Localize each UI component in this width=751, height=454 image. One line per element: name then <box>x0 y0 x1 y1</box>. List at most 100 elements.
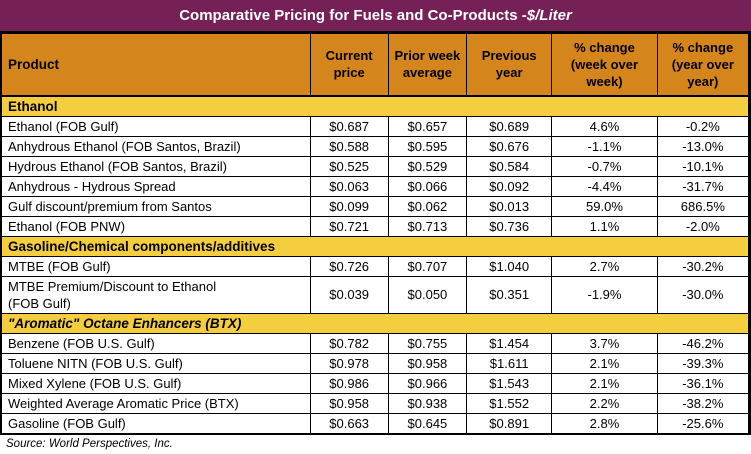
cell-prior-week-average: $0.066 <box>387 175 468 197</box>
cell-product: Benzene (FOB U.S. Gulf) <box>0 332 311 354</box>
cell-current-price: $0.986 <box>309 372 389 394</box>
cell-pct-change-wow: 2.2% <box>551 392 658 414</box>
cell-product: Anhydrous Ethanol (FOB Santos, Brazil) <box>0 135 311 157</box>
cell-prior-week-average: $0.657 <box>387 115 468 137</box>
column-header-pct-change-yoy: % change (year over year) <box>656 33 751 97</box>
cell-pct-change-yoy: -2.0% <box>656 215 751 237</box>
cell-previous-year: $1.611 <box>466 352 553 374</box>
column-header-row: Product Current price Prior week average… <box>0 33 751 97</box>
section-label: Gasoline/Chemical components/additives <box>0 235 750 257</box>
cell-current-price: $0.099 <box>309 195 389 217</box>
cell-pct-change-wow: 4.6% <box>551 115 658 137</box>
cell-current-price: $0.958 <box>309 392 389 414</box>
table-row: Weighted Average Aromatic Price (BTX) $0.… <box>0 392 751 414</box>
cell-previous-year: $0.689 <box>466 115 553 137</box>
cell-prior-week-average: $0.958 <box>387 352 468 374</box>
table-title-text: Comparative Pricing for Fuels and Co-Pro… <box>179 7 527 24</box>
section-label: Ethanol <box>0 95 750 117</box>
column-header-current-price: Current price <box>309 33 389 97</box>
source-note: Source: World Perspectives, Inc. <box>6 437 173 450</box>
cell-pct-change-yoy: -30.0% <box>656 275 751 314</box>
cell-pct-change-yoy: -13.0% <box>656 135 751 157</box>
column-header-prior-week-average: Prior week average <box>387 33 468 97</box>
cell-pct-change-yoy: -25.6% <box>656 412 751 434</box>
cell-product: MTBE (FOB Gulf) <box>0 255 311 277</box>
cell-product: MTBE Premium/Discount to Ethanol (FOB Gul… <box>0 275 311 314</box>
cell-pct-change-yoy: 686.5% <box>656 195 751 217</box>
cell-current-price: $0.687 <box>309 115 389 137</box>
cell-pct-change-wow: -1.9% <box>551 275 658 314</box>
cell-previous-year: $0.736 <box>466 215 553 237</box>
pricing-table: Product Current price Prior week average… <box>0 33 751 435</box>
cell-pct-change-wow: -4.4% <box>551 175 658 197</box>
cell-pct-change-yoy: -39.3% <box>656 352 751 374</box>
cell-pct-change-wow: 59.0% <box>551 195 658 217</box>
cell-product: Ethanol (FOB PNW) <box>0 215 311 237</box>
cell-pct-change-wow: 2.8% <box>551 412 658 434</box>
table-row: MTBE Premium/Discount to Ethanol (FOB Gul… <box>0 275 751 314</box>
table-row: MTBE (FOB Gulf) $0.726 $0.707 $1.040 2.7% -30… <box>0 255 751 277</box>
cell-previous-year: $0.584 <box>466 155 553 177</box>
cell-previous-year: $0.013 <box>466 195 553 217</box>
cell-prior-week-average: $0.595 <box>387 135 468 157</box>
cell-prior-week-average: $0.966 <box>387 372 468 394</box>
cell-product: Weighted Average Aromatic Price (BTX) <box>0 392 311 414</box>
cell-previous-year: $0.676 <box>466 135 553 157</box>
table-row: Gasoline (FOB Gulf) $0.663 $0.645 $0.891 2.8… <box>0 412 751 434</box>
cell-product: Gasoline (FOB Gulf) <box>0 412 311 434</box>
cell-current-price: $0.063 <box>309 175 389 197</box>
section-header-row: Ethanol <box>0 95 750 117</box>
cell-pct-change-wow: 1.1% <box>551 215 658 237</box>
section-label: "Aromatic" Octane Enhancers (BTX) <box>0 312 750 334</box>
section-header-row: "Aromatic" Octane Enhancers (BTX) <box>0 312 750 334</box>
cell-previous-year: $0.891 <box>466 412 553 434</box>
column-header-previous-year: Previous year <box>466 33 553 97</box>
cell-pct-change-yoy: -36.1% <box>656 372 751 394</box>
table-title-unit: $/Liter <box>526 7 572 24</box>
cell-pct-change-yoy: -38.2% <box>656 392 751 414</box>
table-row: Anhydrous Ethanol (FOB Santos, Brazil) $0… <box>0 135 751 157</box>
cell-pct-change-wow: -1.1% <box>551 135 658 157</box>
cell-product: Mixed Xylene (FOB U.S. Gulf) <box>0 372 311 394</box>
cell-pct-change-yoy: -31.7% <box>656 175 751 197</box>
cell-pct-change-wow: 3.7% <box>551 332 658 354</box>
table-row: Benzene (FOB U.S. Gulf) $0.782 $0.755 $1.45… <box>0 332 751 354</box>
cell-pct-change-wow: 2.7% <box>551 255 658 277</box>
cell-previous-year: $1.454 <box>466 332 553 354</box>
cell-pct-change-yoy: -46.2% <box>656 332 751 354</box>
cell-current-price: $0.588 <box>309 135 389 157</box>
section-header-row: Gasoline/Chemical components/additives <box>0 235 750 257</box>
cell-prior-week-average: $0.529 <box>387 155 468 177</box>
cell-current-price: $0.726 <box>309 255 389 277</box>
cell-pct-change-wow: -0.7% <box>551 155 658 177</box>
table-body: Ethanol Ethanol (FOB Gulf) $0.687 $0.657 $0.… <box>0 95 751 434</box>
cell-prior-week-average: $0.050 <box>387 275 468 314</box>
cell-previous-year: $1.040 <box>466 255 553 277</box>
cell-current-price: $0.525 <box>309 155 389 177</box>
cell-product: Toluene NITN (FOB U.S. Gulf) <box>0 352 311 374</box>
cell-prior-week-average: $0.645 <box>387 412 468 434</box>
table-row: Toluene NITN (FOB U.S. Gulf) $0.978 $0.958… <box>0 352 751 374</box>
cell-current-price: $0.721 <box>309 215 389 237</box>
cell-prior-week-average: $0.755 <box>387 332 468 354</box>
column-header-pct-change-wow: % change (week over week) <box>551 33 658 97</box>
cell-product: Hydrous Ethanol (FOB Santos, Brazil) <box>0 155 311 177</box>
table-row: Anhydrous - Hydrous Spread $0.063 $0.066 $0… <box>0 175 751 197</box>
table-row: Ethanol (FOB PNW) $0.721 $0.713 $0.736 1.1% -… <box>0 215 751 237</box>
cell-pct-change-wow: 2.1% <box>551 352 658 374</box>
cell-prior-week-average: $0.707 <box>387 255 468 277</box>
cell-product: Anhydrous - Hydrous Spread <box>0 175 311 197</box>
cell-prior-week-average: $0.713 <box>387 215 468 237</box>
cell-product: Ethanol (FOB Gulf) <box>0 115 311 137</box>
cell-current-price: $0.663 <box>309 412 389 434</box>
table-row: Hydrous Ethanol (FOB Santos, Brazil) $0.5… <box>0 155 751 177</box>
cell-product: Gulf discount/premium from Santos <box>0 195 311 217</box>
column-header-product: Product <box>0 33 311 97</box>
cell-pct-change-yoy: -10.1% <box>656 155 751 177</box>
cell-pct-change-yoy: -0.2% <box>656 115 751 137</box>
cell-pct-change-wow: 2.1% <box>551 372 658 394</box>
cell-current-price: $0.039 <box>309 275 389 314</box>
cell-current-price: $0.782 <box>309 332 389 354</box>
table-row: Mixed Xylene (FOB U.S. Gulf) $0.986 $0.966… <box>0 372 751 394</box>
table-title-bar: Comparative Pricing for Fuels and Co-Pro… <box>0 0 751 33</box>
